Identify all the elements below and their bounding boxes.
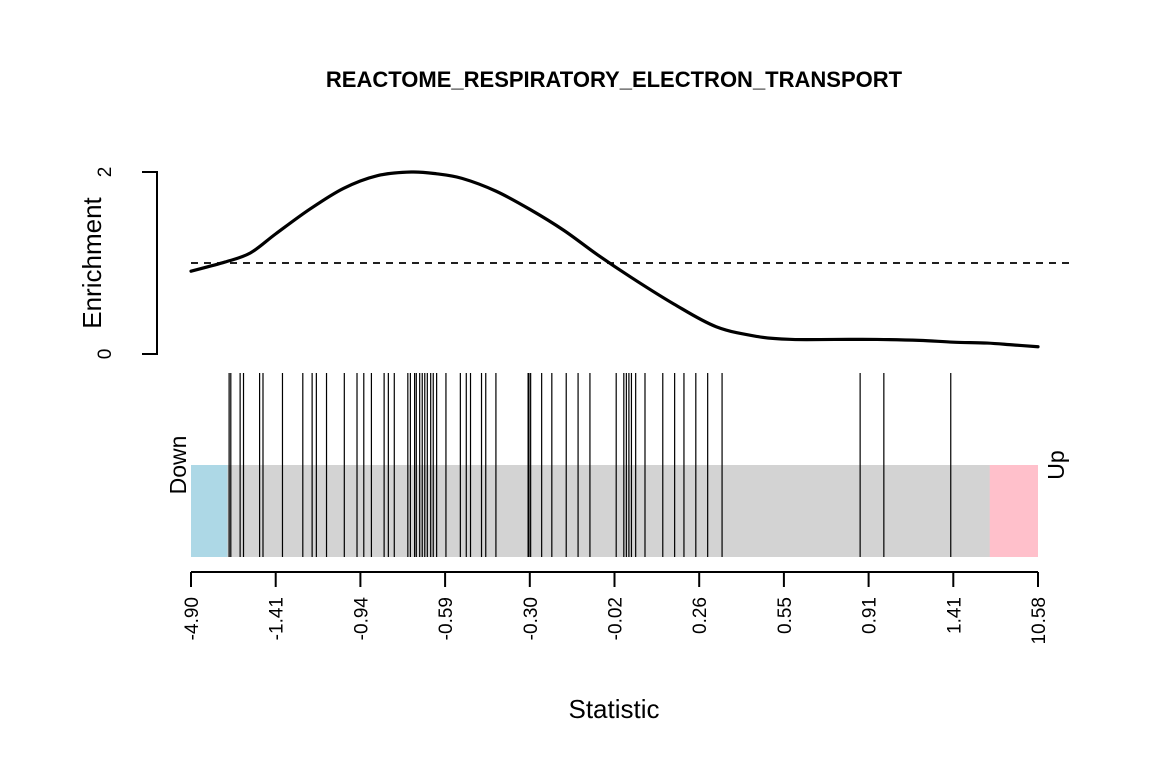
x-axis-title: Statistic (568, 694, 659, 724)
x-tick-label: -0.94 (351, 597, 372, 641)
gene-bars (228, 373, 952, 557)
x-tick-label: 1.41 (944, 597, 965, 634)
x-tick-label: 0.91 (860, 597, 881, 634)
up-region (989, 465, 1038, 557)
down-label: Down (165, 436, 191, 495)
enrichment-y-ticks: 02 (95, 167, 116, 360)
y-tick-label: 0 (95, 349, 116, 360)
barcode-panel: Down Up (165, 373, 1069, 557)
enrichment-panel: 02 Enrichment (77, 167, 1072, 360)
down-region (191, 465, 228, 557)
y-tick-label: 2 (95, 167, 116, 178)
x-tick-label: -1.41 (267, 597, 288, 640)
x-tick-label: -4.90 (182, 597, 203, 640)
enrichment-curve (189, 170, 1040, 349)
x-tick-label: -0.59 (436, 597, 457, 640)
x-tick-label: 10.58 (1029, 597, 1050, 645)
middle-region (191, 465, 1038, 557)
enrichment-y-axis (142, 171, 158, 355)
chart-title: REACTOME_RESPIRATORY_ELECTRON_TRANSPORT (326, 67, 903, 92)
x-axis: -4.90 -1.41 -0.94 -0.59 -0.30 -0.02 0.26 0.55 0.… (182, 571, 1050, 645)
y-axis-title: Enrichment (77, 196, 107, 328)
x-tick-label: 0.26 (690, 597, 711, 634)
up-label: Up (1043, 450, 1069, 479)
x-ticks: -4.90 -1.41 -0.94 -0.59 -0.30 -0.02 0.26 0.55 0.… (182, 572, 1050, 645)
x-tick-label: -0.30 (521, 597, 542, 640)
x-tick-label: -0.02 (606, 597, 627, 640)
x-tick-label: 0.55 (775, 597, 796, 634)
